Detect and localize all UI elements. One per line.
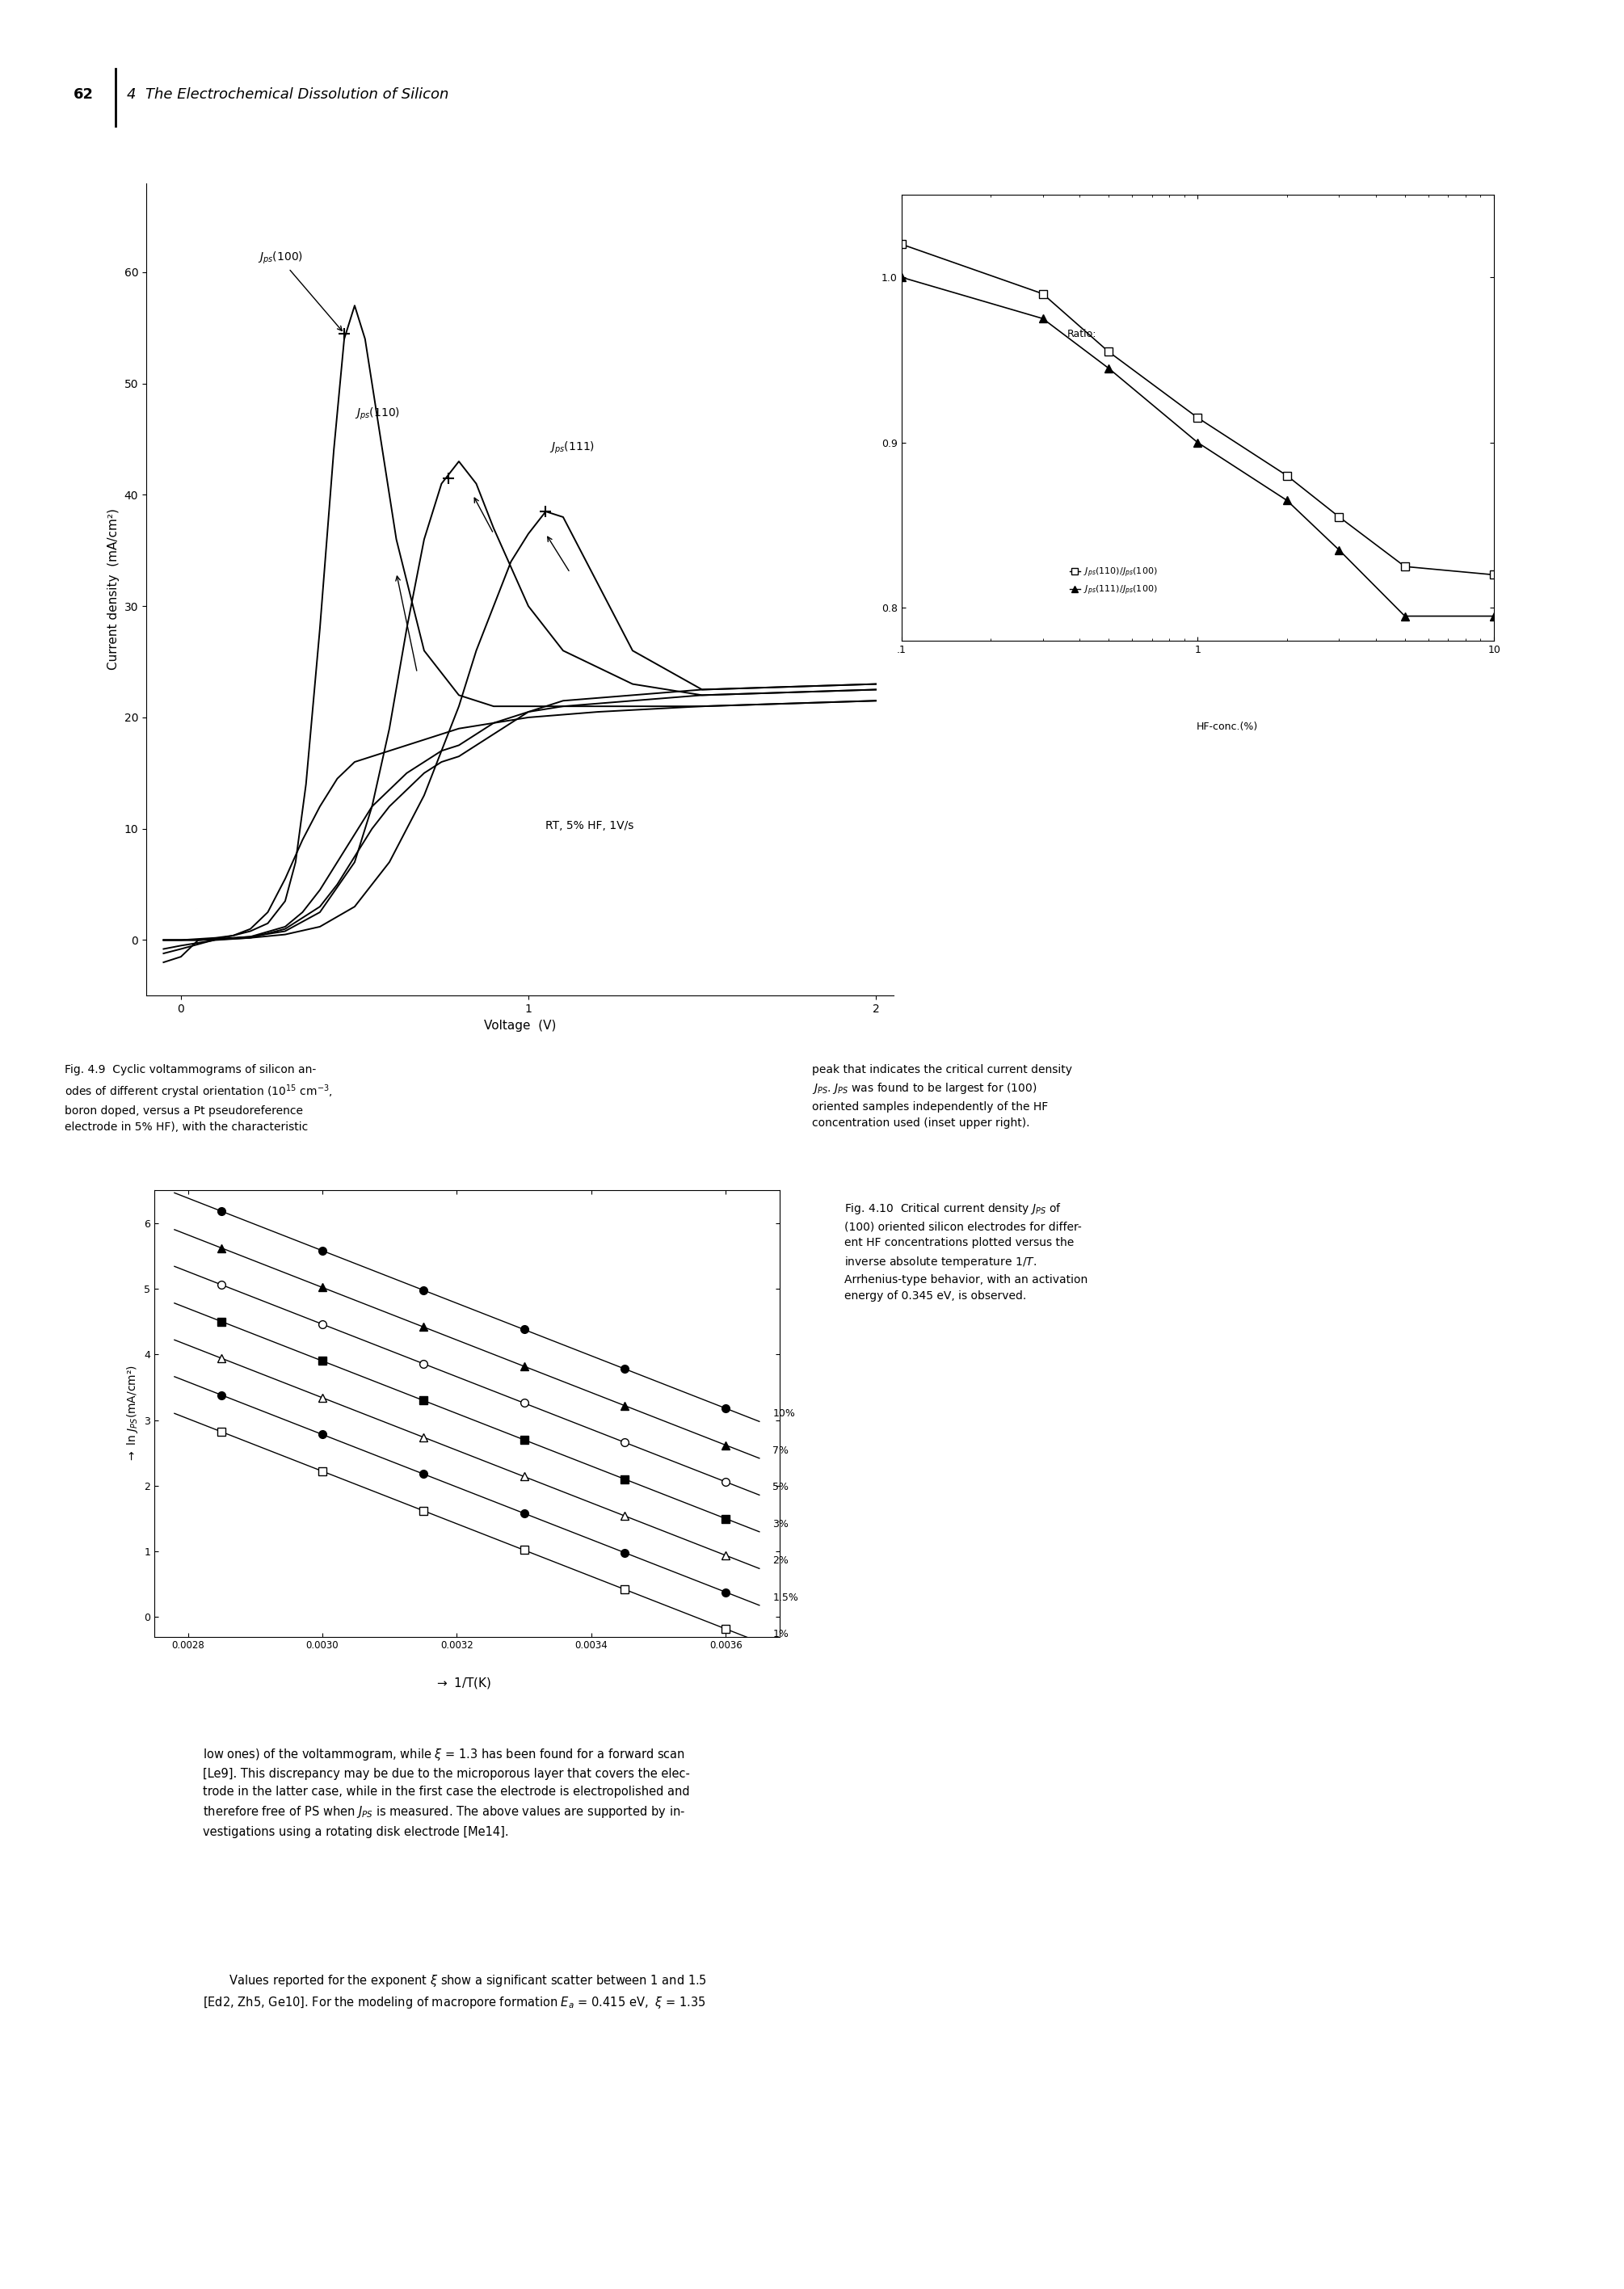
Text: 4  The Electrochemical Dissolution of Silicon: 4 The Electrochemical Dissolution of Sil… [127, 87, 448, 101]
Y-axis label: $\rightarrow$ ln $J_{PS}$(mA/cm²): $\rightarrow$ ln $J_{PS}$(mA/cm²) [125, 1364, 140, 1463]
Text: $\rightarrow$ 1/T(K): $\rightarrow$ 1/T(K) [435, 1676, 490, 1689]
Text: RT, 5% HF, 1V/s: RT, 5% HF, 1V/s [546, 819, 633, 831]
Text: 2%: 2% [773, 1557, 789, 1566]
Text: 1%: 1% [773, 1630, 789, 1639]
Text: 3%: 3% [773, 1518, 789, 1529]
Text: 5%: 5% [773, 1481, 789, 1492]
Text: 62: 62 [73, 87, 93, 101]
Text: 7%: 7% [773, 1444, 789, 1456]
Text: $J_{ps}$(111): $J_{ps}$(111) [549, 439, 594, 456]
Text: 1.5%: 1.5% [773, 1593, 799, 1602]
Text: $J_{ps}$(110): $J_{ps}$(110) [354, 407, 400, 421]
Text: 10%: 10% [773, 1408, 796, 1419]
Text: peak that indicates the critical current density
$J_{PS}$. $J_{PS}$ was found to: peak that indicates the critical current… [812, 1064, 1072, 1128]
Text: Fig. 4.9  Cyclic voltammograms of silicon an-
odes of different crystal orientat: Fig. 4.9 Cyclic voltammograms of silicon… [65, 1064, 333, 1133]
Y-axis label: Current density  (mA/cm²): Current density (mA/cm²) [107, 508, 120, 671]
Text: HF-conc.(%): HF-conc.(%) [1197, 721, 1259, 732]
Text: Values reported for the exponent $\xi$ show a significant scatter between 1 and : Values reported for the exponent $\xi$ s… [203, 1973, 706, 2010]
Text: Ratio:: Ratio: [1067, 327, 1096, 339]
Legend: $J_{ps}$(110)/$J_{ps}$(100), $J_{ps}$(111)/$J_{ps}$(100): $J_{ps}$(110)/$J_{ps}$(100), $J_{ps}$(11… [1065, 563, 1161, 600]
Text: $J_{ps}$(100): $J_{ps}$(100) [257, 250, 343, 330]
Text: low ones) of the voltammogram, while $\xi$ = 1.3 has been found for a forward sc: low ones) of the voltammogram, while $\x… [203, 1747, 690, 1838]
X-axis label: Voltage  (V): Voltage (V) [484, 1019, 555, 1032]
Text: Fig. 4.10  Critical current density $J_{PS}$ of
(100) oriented silicon electrode: Fig. 4.10 Critical current density $J_{P… [844, 1202, 1088, 1302]
